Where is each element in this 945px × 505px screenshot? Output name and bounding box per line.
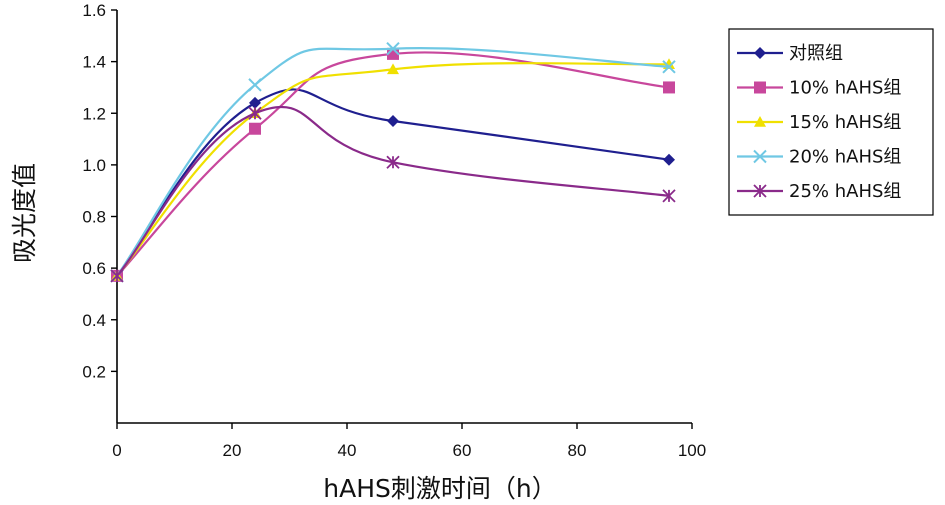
x-tick-label: 20	[223, 441, 242, 460]
data-point	[387, 63, 399, 75]
data-point	[662, 60, 676, 74]
legend-label: 20% hAHS组	[789, 147, 901, 168]
legend-item: 20% hAHS组	[737, 147, 901, 168]
legend-item: 对照组	[737, 43, 843, 64]
series-line	[116, 47, 670, 277]
x-axis-title: hAHS刺激时间（h）	[323, 474, 556, 503]
y-tick-label: 1.2	[82, 104, 106, 123]
data-point	[249, 96, 261, 109]
series-line	[116, 51, 670, 277]
y-tick-label: 1.4	[82, 53, 106, 72]
y-tick-label: 1.0	[82, 156, 106, 175]
y-tick-label: 1.6	[82, 1, 106, 20]
series-line	[116, 88, 670, 277]
legend-item: 15% hAHS组	[737, 112, 901, 133]
y-tick-label: 0.6	[82, 259, 106, 278]
data-point	[663, 153, 675, 166]
data-point	[386, 42, 400, 56]
x-tick-label: 0	[112, 441, 121, 460]
data-point	[248, 106, 262, 120]
axes: 0.2 0.4 0.6 0.8 1.0 1.2 1.4 1.6 0 20 40 60 80 100	[82, 1, 706, 460]
legend-marker	[754, 81, 766, 94]
data-point	[387, 114, 399, 127]
plot-area	[110, 42, 676, 283]
legend-item: 10% hAHS组	[737, 78, 901, 99]
legend-label: 15% hAHS组	[789, 112, 901, 133]
series-3	[111, 58, 675, 281]
legend-label: 25% hAHS组	[789, 181, 901, 202]
data-point	[249, 122, 261, 135]
y-tick-label: 0.2	[82, 362, 106, 381]
x-tick-label: 100	[678, 441, 706, 460]
legend-label: 对照组	[789, 43, 843, 64]
y-axis-title: 吸光度值	[10, 163, 39, 263]
legend-marker	[753, 149, 767, 164]
data-point	[110, 269, 124, 283]
legend-label: 10% hAHS组	[789, 78, 901, 99]
data-point	[663, 81, 675, 94]
data-point	[662, 189, 676, 203]
data-point	[386, 155, 400, 169]
legend-marker	[753, 184, 767, 198]
y-tick-label: 0.4	[82, 311, 106, 330]
x-tick-label: 40	[338, 441, 357, 460]
legend: 对照组 10% hAHS组 15% hAHS组 20% hAHS组 25% hAHS组	[728, 28, 934, 216]
legend-item: 25% hAHS组	[737, 181, 901, 202]
y-tick-label: 0.8	[82, 208, 106, 227]
data-point	[248, 78, 262, 92]
series-5	[110, 105, 676, 283]
series-line	[116, 62, 670, 277]
x-tick-label: 60	[453, 441, 472, 460]
legend-marker	[754, 47, 766, 59]
legend-marker	[754, 116, 766, 127]
series-line	[116, 105, 670, 277]
x-tick-label: 80	[568, 441, 587, 460]
